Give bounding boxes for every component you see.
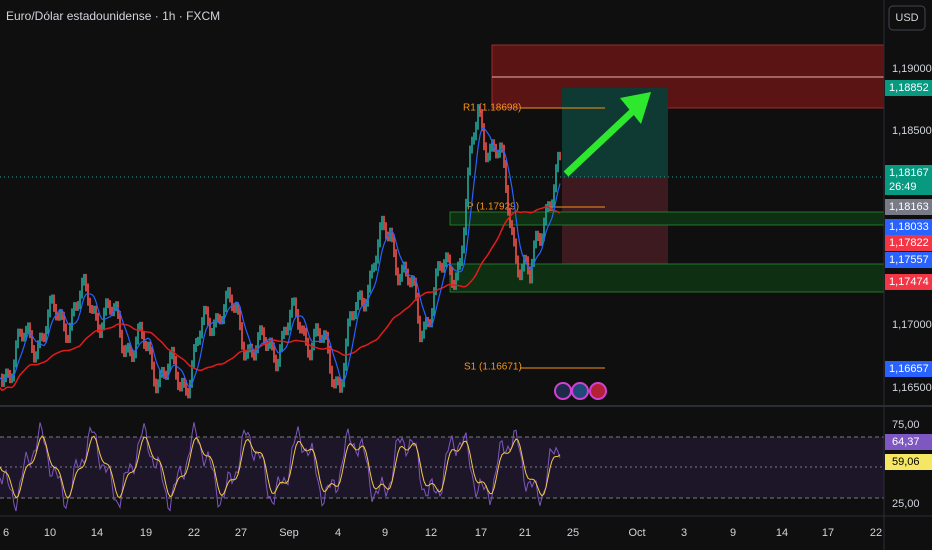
event-icon[interactable] [554, 382, 572, 400]
time-axis-label: Sep [279, 527, 299, 539]
price-tag [885, 80, 932, 96]
price-axis-label: 1,19000 [892, 63, 932, 75]
axes: 1,19000 1,18500 1,17000 1,16500 1,18852 1,181… [3, 63, 932, 539]
time-axis-label: 27 [235, 527, 247, 539]
time-axis-label: 22 [870, 527, 882, 539]
price-tag [885, 235, 932, 251]
price-tag-label: 1,17822 [889, 237, 929, 249]
price-tag [885, 252, 932, 268]
rsi-tag-label: 64,37 [892, 436, 920, 448]
time-axis-label: 21 [519, 527, 531, 539]
price-tag-label: 1,17474 [889, 276, 929, 288]
rsi-axis-label: 75,00 [892, 419, 920, 431]
rsi-plot [0, 422, 561, 512]
rsi-signal [0, 435, 561, 499]
price-tag [885, 219, 932, 235]
price-tag [885, 179, 932, 195]
rsi-tag [885, 434, 932, 450]
time-axis-label: 25 [567, 527, 579, 539]
price-tag-label: 1,18033 [889, 221, 929, 233]
arrow-shaft [563, 109, 635, 177]
time-axis-label: 14 [91, 527, 103, 539]
price-axis-label: 1,17000 [892, 319, 932, 331]
currency[interactable]: USD [895, 12, 918, 24]
pivot-label: R1 (1.18698) [463, 103, 521, 114]
time-axis-label: 4 [335, 527, 341, 539]
price-tag-label: 1,18167 [889, 167, 929, 179]
time-axis-label: 17 [475, 527, 487, 539]
time-axis-label: 6 [3, 527, 9, 539]
price-tag [885, 165, 932, 181]
price-tag [885, 361, 932, 377]
price-axis-label: 1,18500 [892, 125, 932, 137]
pivot-label: S1 (1.16671) [464, 362, 522, 373]
moving-average [0, 206, 561, 392]
support-band [449, 263, 885, 293]
time-axis-label: 17 [822, 527, 834, 539]
price-tag-label: 1,16657 [889, 363, 929, 375]
price-tag [885, 274, 932, 290]
currency-button[interactable] [888, 5, 926, 31]
price-tag [885, 199, 932, 215]
event-icon[interactable] [571, 382, 589, 400]
time-axis-label: 10 [44, 527, 56, 539]
price-tag-label: 1,18852 [889, 82, 929, 94]
time-axis-label: 19 [140, 527, 152, 539]
time-axis-label: 9 [382, 527, 388, 539]
time-axis-label: 3 [681, 527, 687, 539]
price-tag-label: 26:49 [889, 181, 917, 193]
event-icon[interactable] [589, 382, 607, 400]
price-tag-label: 1,17557 [889, 254, 929, 266]
time-axis-label: Oct [628, 527, 645, 539]
moving-average [0, 127, 561, 388]
time-axis-label: 22 [188, 527, 200, 539]
rsi-tag [885, 454, 932, 470]
pivot-label: P (1.17929) [467, 202, 519, 213]
rsi-tag-label: 59,06 [892, 456, 920, 468]
arrow-head [620, 92, 651, 124]
time-axis-label: 12 [425, 527, 437, 539]
time-axis-label: 9 [730, 527, 736, 539]
chart-title: Euro/Dólar estadounidense · 1h · FXCM [6, 9, 220, 23]
time-axis-label: 14 [776, 527, 788, 539]
rsi-axis-label: 25,00 [892, 498, 920, 510]
price-plot [0, 104, 561, 399]
price-tag-label: 1,18163 [889, 201, 929, 213]
price-axis-label: 1,16500 [892, 382, 932, 394]
